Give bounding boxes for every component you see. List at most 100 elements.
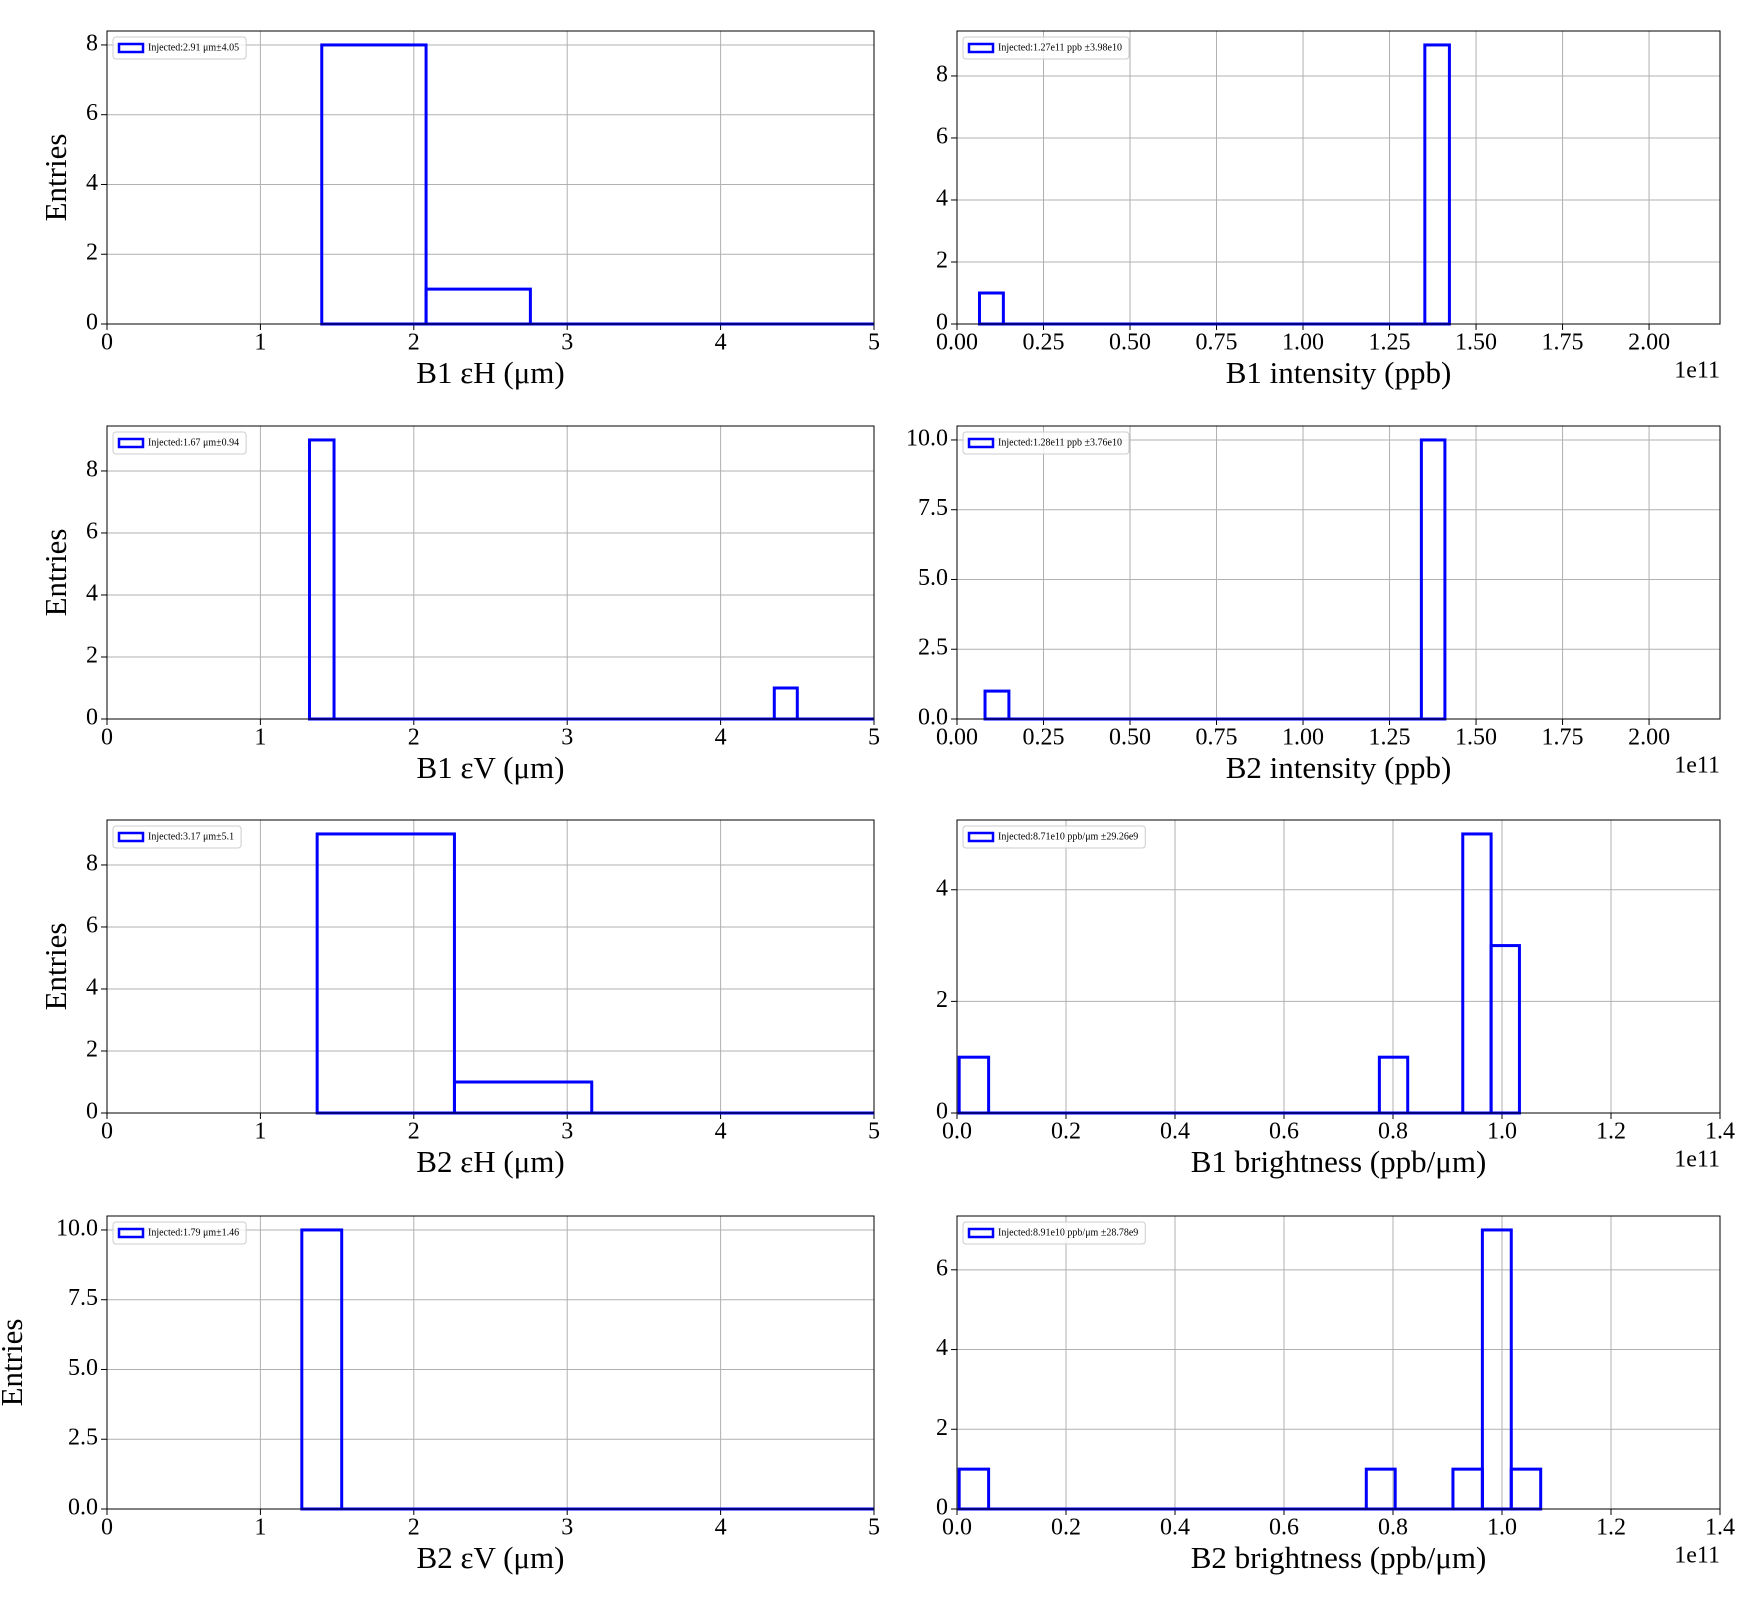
x-tick-label: 1.0 xyxy=(1487,1515,1517,1541)
histogram-panel: 0.0 0.2 0.4 0.6 0.8 1.0 1.2 1.4 0 2 4 Injected:8.71… xyxy=(936,819,1735,1179)
y-tick-label: 8 xyxy=(86,30,98,56)
y-tick-label: 4 xyxy=(86,170,98,196)
x-tick-label: 1 xyxy=(254,1119,266,1145)
x-tick-label: 0.25 xyxy=(1023,725,1065,751)
x-tick-label: 3 xyxy=(561,725,573,751)
legend-swatch xyxy=(967,831,995,843)
x-tick-label: 0.75 xyxy=(1196,725,1238,751)
y-tick-label: 4 xyxy=(936,1335,948,1361)
y-tick-label: 0 xyxy=(936,310,948,336)
y-tick-label: 6 xyxy=(86,518,98,544)
bars xyxy=(957,832,1521,1115)
y-tick-label: 8 xyxy=(936,61,948,87)
y-tick-label: 6 xyxy=(86,912,98,938)
x-tick-label: 0 xyxy=(101,725,113,751)
y-tick-label: 4 xyxy=(936,875,948,901)
x-tick-label: 0.8 xyxy=(1378,1119,1408,1145)
x-offset-label: 1e11 xyxy=(1674,753,1720,779)
legend: Injected:1.28e11 ppb ±3.76e10 xyxy=(962,431,1130,455)
x-tick-label: 4 xyxy=(715,330,727,356)
legend-label: Injected:8.71e10 ppb/μm ±29.26e9 xyxy=(998,831,1138,842)
y-tick-label: 10.0 xyxy=(906,425,948,451)
x-tick-label: 2 xyxy=(408,725,420,751)
legend-label: Injected:1.27e11 ppb ±3.98e10 xyxy=(998,42,1122,53)
y-tick-label: 2 xyxy=(86,240,98,266)
x-tick-label: 0 xyxy=(101,330,113,356)
histogram-bar xyxy=(1461,832,1493,1115)
x-tick-label: 0.50 xyxy=(1109,725,1151,751)
histogram-bar xyxy=(1509,1467,1543,1511)
histogram-bar xyxy=(1451,1467,1484,1511)
histogram-panel: 0.0 0.2 0.4 0.6 0.8 1.0 1.2 1.4 0 2 4 6 Injected:8.9… xyxy=(936,1215,1735,1575)
x-tick-label: 2 xyxy=(408,330,420,356)
x-tick-label: 0.75 xyxy=(1196,330,1238,356)
x-tick-label: 0.4 xyxy=(1160,1119,1190,1145)
y-tick-label: 4 xyxy=(86,580,98,606)
histogram-bar xyxy=(983,689,1011,721)
x-tick-label: 1.50 xyxy=(1455,725,1497,751)
x-tick-label: 1 xyxy=(254,330,266,356)
histogram-bar xyxy=(1423,43,1451,326)
legend-box xyxy=(962,825,1146,849)
x-tick-label: 4 xyxy=(715,1119,727,1145)
x-tick-label: 0.0 xyxy=(942,1515,972,1541)
x-axis-label: B2 εV (μm) xyxy=(417,1540,565,1575)
x-tick-label: 5 xyxy=(868,725,880,751)
histogram-panel: 0.00 0.25 0.50 0.75 1.00 1.25 1.50 1.75 2.00 0.0 2… xyxy=(906,425,1721,785)
y-tick-label: 4 xyxy=(936,185,948,211)
x-tick-label: 4 xyxy=(715,1515,727,1541)
y-tick-label: 0 xyxy=(936,1495,948,1521)
x-tick-label: 1.00 xyxy=(1282,330,1324,356)
x-tick-label: 3 xyxy=(561,1515,573,1541)
x-tick-label: 1.2 xyxy=(1596,1515,1626,1541)
x-offset-label: 1e11 xyxy=(1674,1147,1720,1173)
legend-swatch xyxy=(967,42,995,54)
y-tick-label: 10.0 xyxy=(56,1215,98,1241)
legend-swatch xyxy=(117,1227,145,1239)
x-tick-label: 0.4 xyxy=(1160,1515,1190,1541)
legend-label: Injected:1.79 μm±1.46 xyxy=(148,1227,239,1238)
y-tick-label: 0 xyxy=(86,705,98,731)
plot-frame xyxy=(956,819,1721,1114)
x-tick-label: 0.8 xyxy=(1378,1515,1408,1541)
x-tick-label: 3 xyxy=(561,1119,573,1145)
x-tick-label: 2 xyxy=(408,1119,420,1145)
y-tick-label: 0 xyxy=(86,310,98,336)
histogram-bar xyxy=(1480,1228,1513,1511)
legend: Injected:8.71e10 ppb/μm ±29.26e9 xyxy=(962,825,1146,849)
y-axis-label: Entries xyxy=(38,923,73,1011)
x-tick-label: 1.75 xyxy=(1542,330,1584,356)
x-axis-label: B2 brightness (ppb/μm) xyxy=(1191,1540,1487,1575)
legend-label: Injected:1.67 μm±0.94 xyxy=(148,437,239,448)
y-tick-label: 2 xyxy=(936,1415,948,1441)
x-tick-label: 0.00 xyxy=(936,330,978,356)
y-tick-label: 0 xyxy=(936,1099,948,1125)
y-axis-label: Entries xyxy=(0,1319,29,1407)
y-tick-label: 2.5 xyxy=(918,635,948,661)
legend: Injected:1.79 μm±1.46 xyxy=(112,1221,247,1245)
y-axis-label: Entries xyxy=(38,529,73,617)
y-tick-label: 5.0 xyxy=(68,1355,98,1381)
x-tick-label: 5 xyxy=(868,330,880,356)
y-tick-label: 8 xyxy=(86,456,98,482)
y-tick-label: 2 xyxy=(86,1036,98,1062)
histogram-bar xyxy=(315,832,456,1115)
x-offset-label: 1e11 xyxy=(1674,1543,1720,1569)
histogram-panel: 0.00 0.25 0.50 0.75 1.00 1.25 1.50 1.75 2.00 0 2 4 6… xyxy=(936,30,1721,390)
x-axis-label: B1 εV (μm) xyxy=(417,750,565,785)
x-tick-label: 0 xyxy=(101,1515,113,1541)
histogram-panel: 0 1 2 3 4 5 0.0 2.5 5.0 7.5 10.0 Injected:1.79 μm±1… xyxy=(0,1215,880,1575)
y-tick-label: 4 xyxy=(86,974,98,1000)
histogram-bar xyxy=(1364,1467,1397,1511)
x-tick-label: 2.00 xyxy=(1628,725,1670,751)
plot-frame xyxy=(956,1215,1721,1510)
x-tick-label: 1.0 xyxy=(1487,1119,1517,1145)
legend-box xyxy=(112,431,247,455)
x-axis-label: B1 brightness (ppb/μm) xyxy=(1191,1144,1487,1179)
legend-box xyxy=(962,36,1130,60)
histogram-bar xyxy=(957,1467,991,1511)
y-tick-label: 2 xyxy=(86,642,98,668)
plot-frame xyxy=(106,819,875,1114)
x-axis-label: B2 εH (μm) xyxy=(416,1144,564,1179)
